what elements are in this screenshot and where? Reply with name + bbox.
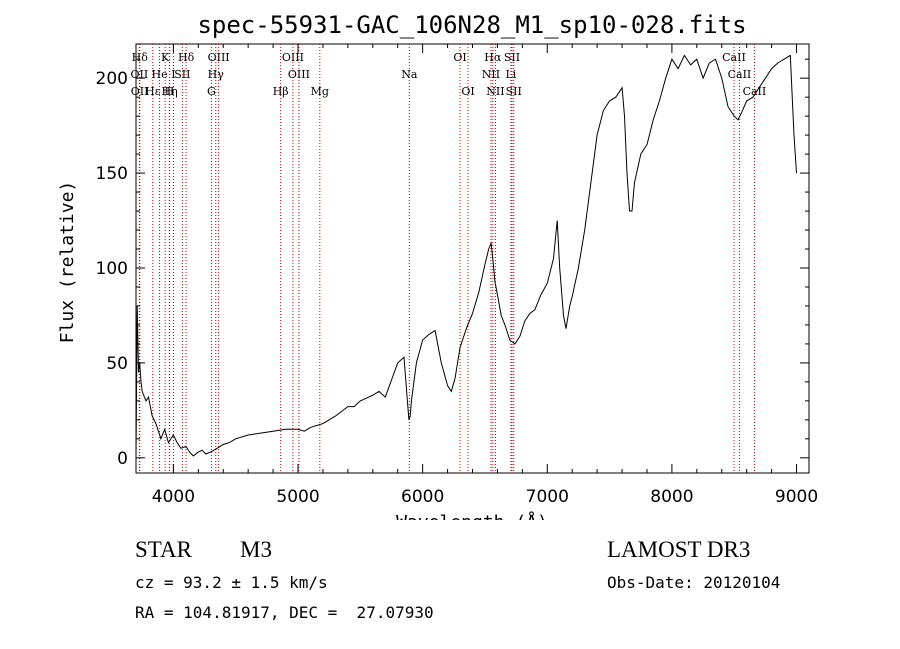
sky-coordinates: RA = 104.81917, DEC = 27.07930 bbox=[135, 603, 434, 622]
spectral-line-label: Na bbox=[401, 68, 418, 81]
spectral-line-label: SII bbox=[174, 68, 190, 81]
spectral-line-label: K bbox=[161, 51, 170, 64]
chart-title: spec-55931-GAC_106N28_M1_sp10-028.fits bbox=[197, 11, 746, 39]
spectrum-chart: spec-55931-GAC_106N28_M1_sp10-028.fits H… bbox=[57, 11, 818, 520]
spectral-line-label: OII bbox=[131, 85, 149, 98]
y-tick-label: 200 bbox=[96, 69, 128, 89]
spectral-line-label: SII bbox=[504, 51, 520, 64]
spectral-line-label: Hδ bbox=[178, 51, 195, 64]
x-tick-label: 7000 bbox=[526, 487, 569, 507]
y-tick-label: 100 bbox=[96, 259, 128, 279]
spectral-line-label: Hα bbox=[484, 51, 502, 64]
spectral-line-label: He bbox=[152, 68, 168, 81]
spectral-line-label: I bbox=[171, 68, 175, 81]
x-tick-label: 8000 bbox=[650, 487, 693, 507]
spectral-line-label: CaII bbox=[722, 51, 746, 64]
spectral-line-label: CaII bbox=[743, 85, 767, 98]
spectral-line-label: OI bbox=[453, 51, 466, 64]
spectral-line-label: Hη bbox=[162, 85, 178, 98]
y-tick-label: 50 bbox=[106, 354, 128, 374]
spectral-line-label: Hδ bbox=[132, 51, 149, 64]
spectral-line-label: OIII bbox=[208, 51, 230, 64]
spectral-line-label: NII bbox=[482, 68, 500, 81]
spectrum-series-line bbox=[135, 54, 797, 458]
spectral-line-label: G bbox=[207, 85, 216, 98]
spectral-line-label: NII bbox=[486, 85, 504, 98]
spectral-line-label: OIII bbox=[288, 68, 310, 81]
spectral-line-label: Hβ bbox=[273, 85, 289, 98]
x-tick-label: 9000 bbox=[775, 487, 818, 507]
x-tick-label: 6000 bbox=[401, 487, 444, 507]
spectral-line-label: OIII bbox=[282, 51, 304, 64]
y-axis-label: Flux (relative) bbox=[57, 181, 78, 344]
x-axis-label: Wavelength (Å) bbox=[396, 511, 548, 520]
spectral-line-label: H bbox=[165, 85, 175, 98]
spectral-line-label: OI bbox=[461, 85, 474, 98]
object-class: STAR bbox=[135, 537, 192, 562]
x-tick-label: 5000 bbox=[276, 487, 319, 507]
spectral-line-label: CaII bbox=[728, 68, 752, 81]
x-tick-label: 4000 bbox=[152, 487, 195, 507]
spectral-line-label: Hγ bbox=[208, 68, 225, 81]
spectral-line-label: SII bbox=[506, 85, 522, 98]
spectral-line-label: Mg bbox=[311, 85, 329, 98]
object-subclass: M3 bbox=[240, 537, 272, 562]
spectral-line-label: Hε bbox=[145, 85, 161, 98]
plot-frame bbox=[135, 43, 810, 474]
redshift-velocity: cz = 93.2 ± 1.5 km/s bbox=[135, 573, 328, 592]
observation-date: Obs-Date: 20120104 bbox=[607, 573, 781, 592]
y-tick-label: 0 bbox=[117, 449, 128, 469]
y-tick-label: 150 bbox=[96, 164, 128, 184]
survey-name: LAMOST DR3 bbox=[607, 537, 751, 562]
spectral-line-label: Li bbox=[505, 68, 516, 81]
axes: 4000 5000 6000 7000 8000 9000 0 50 100 150 200 bbox=[96, 44, 818, 507]
